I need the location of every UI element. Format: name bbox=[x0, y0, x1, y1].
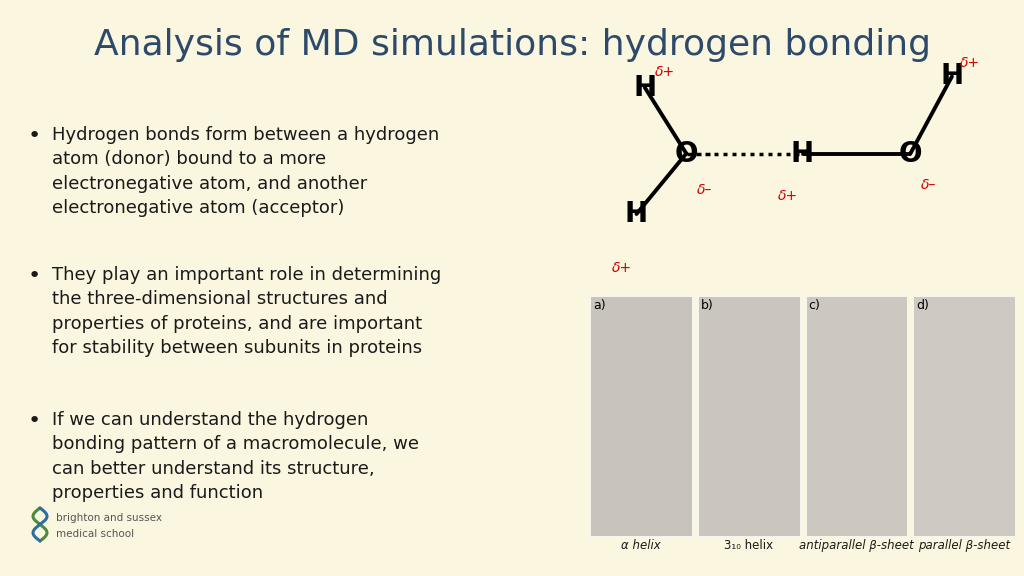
Text: b): b) bbox=[700, 299, 714, 312]
Text: a): a) bbox=[593, 299, 605, 312]
Text: H: H bbox=[791, 139, 814, 168]
Text: antiparallel β-sheet: antiparallel β-sheet bbox=[799, 539, 913, 552]
Text: δ+: δ+ bbox=[777, 189, 798, 203]
Polygon shape bbox=[913, 296, 1015, 536]
Text: medical school: medical school bbox=[56, 529, 134, 539]
Text: parallel β-sheet: parallel β-sheet bbox=[919, 539, 1011, 552]
Text: δ–: δ– bbox=[921, 178, 936, 192]
Text: O: O bbox=[899, 139, 923, 168]
Polygon shape bbox=[697, 296, 800, 536]
Text: δ+: δ+ bbox=[655, 65, 675, 79]
Text: c): c) bbox=[809, 299, 820, 312]
Polygon shape bbox=[806, 296, 907, 536]
Text: H: H bbox=[940, 63, 964, 90]
Text: δ–: δ– bbox=[696, 184, 712, 198]
Text: They play an important role in determining
the three-dimensional structures and
: They play an important role in determini… bbox=[52, 266, 441, 357]
Text: brighton and sussex: brighton and sussex bbox=[56, 513, 162, 523]
Text: d): d) bbox=[916, 299, 929, 312]
Text: δ+: δ+ bbox=[959, 56, 980, 70]
Text: Hydrogen bonds form between a hydrogen
atom (donor) bound to a more
electronegat: Hydrogen bonds form between a hydrogen a… bbox=[52, 126, 439, 217]
Text: δ+: δ+ bbox=[611, 260, 632, 275]
Text: •: • bbox=[28, 411, 41, 431]
Text: If we can understand the hydrogen
bonding pattern of a macromolecule, we
can bet: If we can understand the hydrogen bondin… bbox=[52, 411, 419, 502]
Text: Analysis of MD simulations: hydrogen bonding: Analysis of MD simulations: hydrogen bon… bbox=[93, 28, 931, 62]
Text: H: H bbox=[625, 200, 648, 228]
Text: •: • bbox=[28, 126, 41, 146]
Text: 3₁₀ helix: 3₁₀ helix bbox=[724, 539, 773, 552]
Text: •: • bbox=[28, 266, 41, 286]
Text: H: H bbox=[633, 74, 656, 101]
Text: α helix: α helix bbox=[621, 539, 660, 552]
Text: O: O bbox=[675, 139, 698, 168]
Polygon shape bbox=[590, 296, 692, 536]
